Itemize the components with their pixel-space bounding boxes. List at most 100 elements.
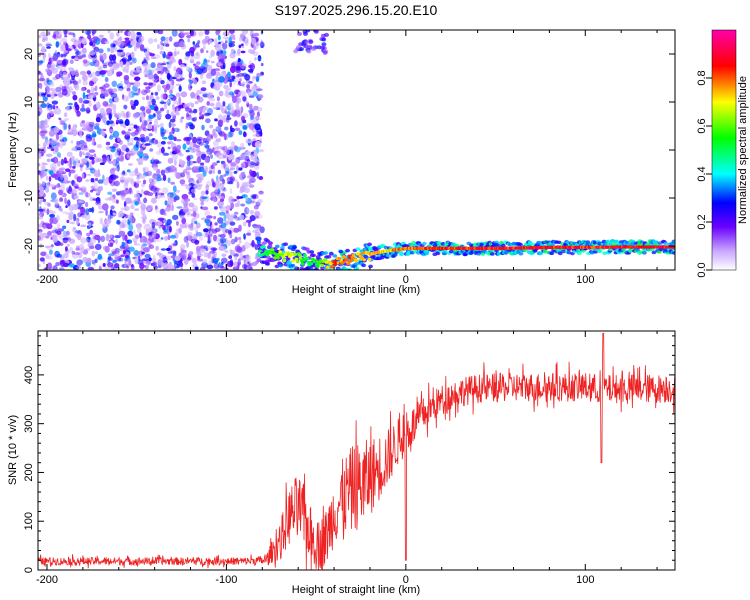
noise-speckle: [156, 140, 162, 148]
noise-speckle: [149, 121, 153, 125]
noise-speckle: [238, 240, 242, 244]
noise-speckle: [59, 260, 66, 267]
signal-halo: [527, 240, 533, 245]
noise-speckle: [137, 161, 143, 165]
signal-halo: [500, 243, 506, 248]
noise-speckle: [56, 223, 61, 230]
noise-speckle: [56, 160, 61, 167]
noise-speckle: [123, 182, 129, 190]
signal-point: [346, 262, 350, 266]
noise-speckle: [218, 131, 226, 137]
noise-speckle: [73, 39, 79, 48]
noise-speckle: [94, 258, 98, 264]
noise-speckle: [249, 95, 255, 98]
noise-speckle: [46, 77, 50, 82]
noise-speckle: [185, 66, 192, 72]
noise-speckle: [232, 60, 238, 67]
noise-speckle: [201, 80, 207, 84]
snr-marks: [38, 332, 675, 570]
noise-speckle: [242, 96, 247, 102]
noise-speckle: [210, 224, 214, 230]
noise-speckle: [257, 224, 262, 229]
noise-speckle: [91, 159, 95, 165]
noise-speckle: [104, 40, 110, 45]
noise-speckle: [139, 237, 143, 243]
noise-speckle: [222, 179, 226, 184]
noise-speckle: [156, 252, 162, 256]
noise-speckle: [38, 110, 41, 117]
noise-speckle: [136, 226, 142, 234]
noise-speckle: [145, 170, 153, 177]
noise-speckle: [159, 101, 167, 104]
noise-speckle: [105, 107, 113, 114]
noise-speckle: [141, 208, 146, 216]
noise-speckle: [51, 100, 59, 105]
noise-speckle: [188, 110, 195, 114]
signal-halo: [596, 249, 602, 253]
noise-speckle: [109, 123, 116, 127]
noise-speckle: [81, 127, 87, 131]
noise-speckle: [87, 173, 92, 177]
noise-speckle: [133, 99, 139, 107]
noise-speckle: [207, 240, 211, 244]
noise-speckle: [94, 85, 98, 92]
noise-speckle: [175, 112, 180, 116]
signal-point: [362, 258, 367, 262]
noise-speckle: [197, 96, 204, 103]
noise-speckle: [187, 256, 192, 261]
noise-speckle: [146, 240, 151, 245]
noise-speckle: [243, 233, 246, 240]
noise-speckle: [124, 118, 130, 127]
noise-speckle: [46, 112, 52, 120]
noise-speckle: [65, 168, 71, 172]
noise-speckle: [219, 233, 226, 238]
noise-speckle: [123, 43, 128, 47]
noise-speckle: [236, 107, 242, 110]
noise-speckle: [82, 151, 85, 156]
noise-speckle: [118, 230, 126, 237]
noise-speckle: [89, 93, 97, 99]
noise-speckle: [173, 51, 177, 57]
noise-speckle: [108, 113, 112, 121]
noise-speckle: [92, 133, 97, 138]
noise-speckle: [51, 67, 59, 74]
noise-speckle: [293, 49, 299, 54]
noise-speckle: [179, 64, 185, 67]
noise-speckle: [44, 245, 51, 249]
noise-speckle: [112, 60, 117, 64]
noise-speckle: [247, 91, 252, 96]
noise-speckle: [190, 86, 193, 89]
noise-speckle: [128, 240, 132, 244]
noise-speckle: [160, 128, 167, 135]
noise-speckle: [207, 92, 214, 99]
noise-speckle: [145, 135, 150, 142]
noise-speckle: [228, 230, 231, 236]
noise-speckle: [306, 49, 312, 54]
noise-speckle: [152, 140, 157, 145]
noise-speckle: [200, 87, 207, 92]
noise-speckle: [137, 158, 144, 164]
noise-speckle: [86, 89, 91, 94]
noise-speckle: [216, 160, 220, 164]
noise-speckle: [174, 264, 177, 267]
noise-speckle: [150, 105, 155, 111]
noise-speckle: [40, 150, 46, 154]
noise-speckle: [167, 95, 174, 99]
noise-speckle: [245, 255, 252, 261]
noise-speckle: [71, 203, 78, 211]
noise-speckle: [159, 50, 164, 55]
noise-speckle: [47, 31, 51, 36]
noise-speckle: [95, 201, 102, 206]
noise-speckle: [196, 138, 202, 145]
noise-speckle: [145, 108, 152, 114]
noise-speckle: [208, 170, 213, 175]
noise-speckle: [248, 178, 252, 185]
noise-speckle: [162, 136, 168, 140]
noise-speckle: [171, 153, 178, 161]
noise-speckle: [98, 265, 102, 270]
noise-speckle: [80, 246, 85, 253]
noise-speckle: [73, 123, 77, 132]
noise-speckle: [299, 47, 304, 52]
noise-speckle: [210, 164, 214, 169]
noise-speckle: [257, 57, 262, 61]
